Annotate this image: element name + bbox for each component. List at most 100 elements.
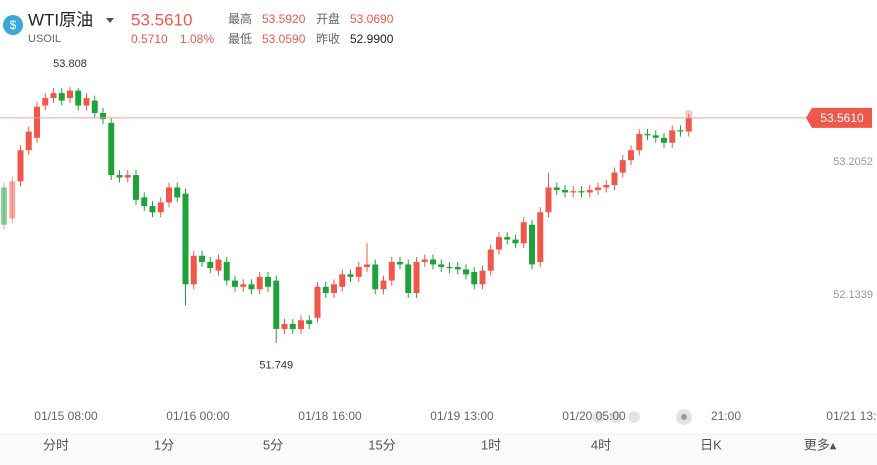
instrument-name[interactable]: WTI原油 [28, 10, 93, 29]
candle-body [322, 286, 329, 293]
candle-body [364, 264, 370, 267]
period-tab[interactable]: 更多▴ [804, 437, 837, 452]
period-tab[interactable]: 日K [700, 437, 722, 452]
candle-body [174, 187, 181, 198]
candle-body [652, 135, 659, 138]
candle-body [430, 259, 436, 265]
stat-label: 开盘 [316, 11, 340, 26]
period-tab[interactable]: 1分 [154, 437, 174, 452]
candle-body [133, 175, 139, 200]
candle-body [289, 324, 296, 329]
candle-body [17, 150, 24, 182]
candle-body [628, 150, 634, 161]
candle-body [91, 100, 98, 113]
candle-body [438, 264, 445, 267]
dot [628, 411, 640, 423]
dot [681, 414, 687, 420]
candle-body [223, 261, 230, 281]
candle-body [215, 259, 222, 271]
logo-glyph: $ [10, 18, 17, 32]
candle-body [661, 137, 667, 143]
stat-label: 昨收 [316, 32, 340, 46]
candle-body [190, 255, 197, 285]
candle-body [306, 320, 313, 325]
candle-body [454, 266, 461, 270]
candle-body [636, 134, 643, 151]
candle-body [256, 276, 263, 290]
candle-body [380, 280, 387, 290]
candle-body [529, 224, 535, 265]
candle-body [553, 187, 560, 190]
candle-body [149, 206, 156, 213]
candle-body [331, 284, 337, 293]
candle-body [199, 255, 205, 262]
candle-body [265, 276, 271, 287]
tab-bar [0, 434, 877, 465]
candle-body [248, 284, 255, 290]
symbol: USOIL [28, 33, 61, 45]
candle-body [116, 175, 123, 178]
candle-body [405, 264, 412, 293]
candle-body [562, 189, 568, 193]
candle-body [595, 187, 601, 190]
candle-body [586, 189, 593, 193]
candle-body [166, 187, 172, 203]
candle-body [75, 90, 82, 106]
candle-body [50, 93, 57, 99]
dropdown-arrow[interactable] [106, 18, 114, 23]
candle-body [578, 191, 585, 193]
period-tab[interactable]: 15分 [368, 437, 395, 452]
period-tab[interactable]: 1时 [481, 437, 501, 452]
candle-body [537, 212, 544, 262]
candle-body [619, 160, 626, 173]
candle-body [685, 117, 692, 132]
candle-body [207, 261, 214, 269]
logo [3, 15, 23, 35]
period-tab[interactable]: 分时 [43, 437, 69, 452]
high-annotation: 53.808 [53, 58, 87, 70]
period-tab[interactable]: 4时 [591, 437, 611, 452]
candle-body [273, 280, 280, 329]
candle-body [463, 269, 469, 275]
stat-label: 最高 [228, 11, 252, 26]
candle-body [487, 249, 494, 271]
candle-body [34, 106, 40, 138]
stat-value: 53.0690 [350, 12, 394, 26]
candle-body [157, 202, 164, 213]
candle-body [281, 324, 288, 329]
candle-body [355, 266, 362, 277]
price-tag-label: 53.5610 [820, 111, 864, 125]
price-tag [806, 107, 872, 128]
candle-body [570, 191, 577, 193]
candle-body [240, 284, 247, 287]
low-annotation: 51.749 [259, 360, 293, 372]
stat-value: 53.0590 [262, 32, 306, 46]
candle-body [611, 172, 618, 185]
stat-value: 53.5920 [262, 12, 306, 26]
candle-body [496, 237, 502, 250]
period-tab[interactable]: 5分 [263, 437, 283, 452]
x-tick-label: 21:00 [711, 409, 741, 423]
candle-body [644, 134, 651, 136]
candle-body [339, 274, 346, 287]
y-tick-label: 53.2052 [833, 156, 873, 168]
candle-body [25, 131, 32, 151]
candle-body [388, 261, 395, 281]
stat-label: 最低 [228, 32, 252, 46]
stat-value: 52.9900 [350, 32, 394, 46]
change-pct: 1.08% [180, 32, 214, 46]
x-tick-label: 01/19 13:00 [430, 409, 494, 423]
last-price-glow [684, 109, 693, 118]
x-tick-label: 01/16 00:00 [166, 409, 230, 423]
change: 0.5710 [131, 32, 168, 46]
candle-body [421, 259, 428, 262]
dot [610, 411, 622, 423]
candle-body [397, 261, 403, 265]
candle-body [67, 90, 73, 99]
candle-body [603, 184, 610, 188]
candle-body [347, 274, 354, 277]
candle-body [677, 130, 684, 132]
scroll-indicator [592, 409, 692, 425]
